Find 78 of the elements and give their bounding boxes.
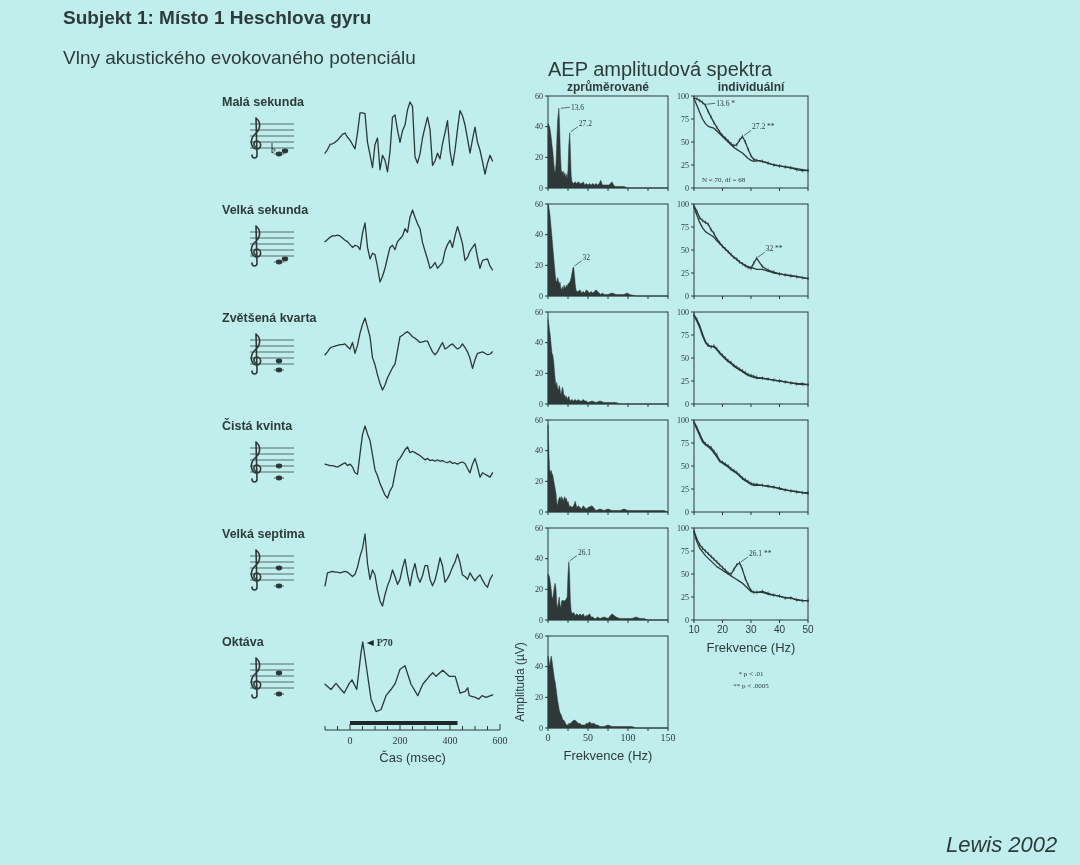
y-tick-label: 0 [685, 291, 689, 301]
y-tick-label: 0 [539, 615, 543, 625]
y-tick-label: 0 [539, 183, 543, 193]
y-tick-label: 25 [681, 160, 689, 170]
x-axis-title: Frekvence (Hz) [563, 748, 653, 763]
x-tick-label: 50 [583, 732, 593, 743]
y-tick-label: 0 [685, 507, 689, 517]
y-tick-label: 100 [677, 199, 689, 209]
chart-title: Malá sekunda [222, 95, 306, 109]
y-tick-label: 0 [539, 723, 543, 733]
y-tick-label: 60 [535, 307, 543, 317]
y-tick-label: 50 [681, 245, 689, 255]
chart-title: Velká sekunda [222, 203, 310, 217]
y-tick-label: 50 [681, 353, 689, 363]
x-tick-label: 50 [802, 624, 814, 635]
y-tick-label: 0 [685, 399, 689, 409]
y-tick-label: 20 [535, 693, 543, 703]
y-tick-label: 25 [681, 268, 689, 278]
x-axis-title: Frekvence (Hz) [706, 640, 796, 655]
y-tick-label: 40 [535, 662, 543, 672]
y-tick-label: 25 [681, 376, 689, 386]
y-tick-label: 50 [681, 461, 689, 471]
y-tick-label: 60 [535, 523, 543, 533]
x-tick-label: 100 [620, 732, 636, 743]
y-tick-label: 25 [681, 484, 689, 494]
y-tick-label: 0 [685, 183, 689, 193]
chart-title: Oktáva [222, 635, 265, 649]
y-tick-label: 100 [677, 307, 689, 317]
x-tick-label: 10 [688, 624, 700, 635]
x-tick-label: 0 [347, 735, 353, 746]
y-tick-label: 0 [539, 507, 543, 517]
x-tick-label: 20 [716, 624, 729, 635]
x-tick-label: 40 [773, 624, 786, 635]
y-tick-label: 40 [535, 338, 543, 348]
chart-title: zprůměrované [566, 80, 650, 94]
x-tick-label: 200 [392, 735, 408, 746]
y-tick-label: 60 [535, 91, 543, 101]
y-tick-label: 75 [681, 438, 689, 448]
y-tick-label: 50 [681, 137, 689, 147]
annotation: P70 [376, 637, 393, 648]
y-tick-label: 20 [535, 153, 543, 163]
y-tick-label: 20 [535, 477, 543, 487]
y-tick-label: 100 [677, 523, 689, 533]
text: Subjekt 1: Místo 1 Heschlova gyru [63, 7, 372, 28]
y-tick-label: 60 [535, 631, 543, 641]
chart-title: Čistá kvinta [222, 418, 294, 433]
text: Lewis 2002 [946, 832, 1058, 857]
y-tick-label: 75 [681, 114, 689, 124]
y-tick-label: 100 [677, 91, 689, 101]
y-tick-label: 40 [535, 446, 543, 456]
y-tick-label: 20 [535, 585, 543, 595]
chart-title: Zvětšená kvarta [222, 311, 318, 325]
y-tick-label: 20 [535, 369, 543, 379]
x-tick-label: 400 [442, 735, 458, 746]
y-tick-label: 60 [535, 199, 543, 209]
chart-title: individuální [717, 80, 785, 94]
x-tick-label: 600 [492, 735, 508, 746]
x-tick-label: 30 [745, 624, 757, 635]
text: AEP amplitudová spektra [548, 58, 774, 80]
chart-title: Velká septima [222, 527, 306, 541]
text: Vlny akustického evokovaného potenciálu [63, 47, 416, 68]
y-tick-label: 40 [535, 230, 543, 240]
y-tick-label: 75 [681, 222, 689, 232]
y-tick-label: 0 [685, 615, 689, 625]
y-tick-label: 40 [535, 554, 543, 564]
y-axis-title: Amplituda (µV) [513, 642, 527, 722]
y-tick-label: 50 [681, 569, 689, 579]
y-tick-label: 0 [539, 399, 543, 409]
y-tick-label: 20 [535, 261, 543, 271]
y-tick-label: 0 [539, 291, 543, 301]
y-tick-label: 40 [535, 122, 543, 132]
x-axis-title: Čas (msec) [379, 750, 446, 765]
y-tick-label: 75 [681, 546, 689, 556]
y-tick-label: 75 [681, 330, 689, 340]
y-tick-label: 60 [535, 415, 543, 425]
y-tick-label: 100 [677, 415, 689, 425]
y-tick-label: 25 [681, 592, 689, 602]
x-tick-label: 150 [660, 732, 676, 743]
